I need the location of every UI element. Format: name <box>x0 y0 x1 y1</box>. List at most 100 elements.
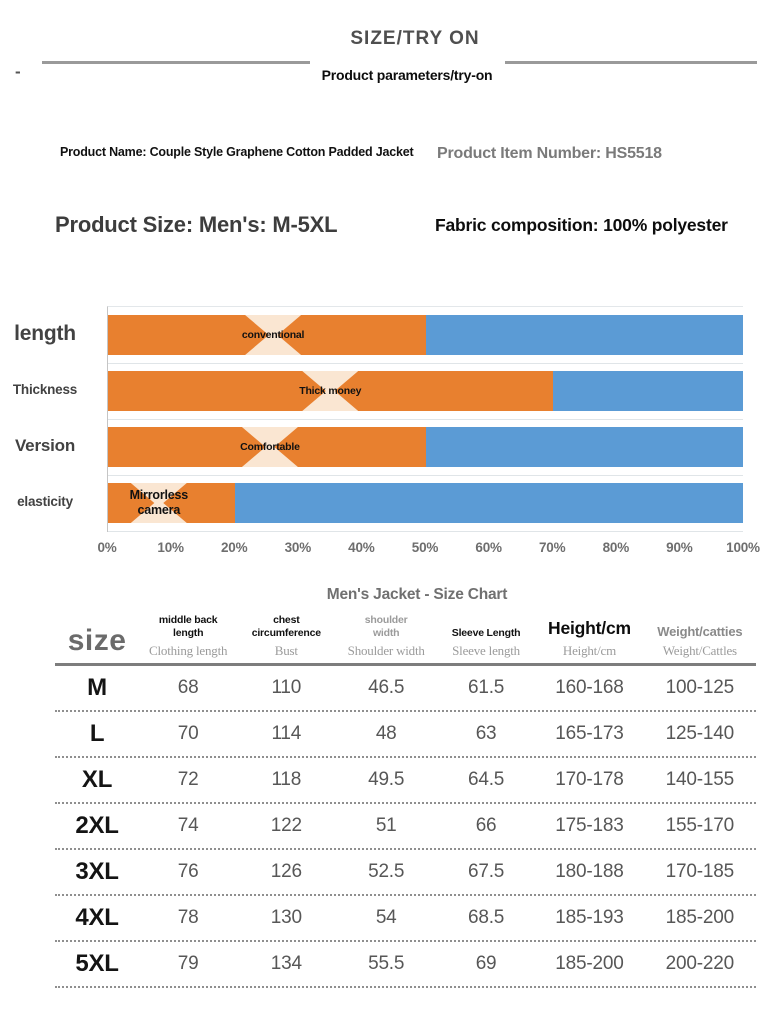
chart-category-label: elasticity <box>17 494 73 509</box>
value-cell: 48 <box>375 723 397 744</box>
x-axis-tick-label: 50% <box>411 540 439 555</box>
x-axis-tick-label: 30% <box>284 540 312 555</box>
column-header-weight: Weight/catties Weight/Cattles <box>657 623 743 658</box>
size-cell: 2XL <box>75 812 119 839</box>
x-axis-tick-label: 90% <box>666 540 693 555</box>
x-axis-tick-label: 20% <box>220 540 248 555</box>
value-cell: 130 <box>270 907 302 928</box>
chart-plot-area: conventional Thick money Comfortable Mirror… <box>107 306 743 532</box>
column-header-bust: chest circumference Bust <box>251 613 321 658</box>
column-header-clothing-length: middle back length Clothing length <box>149 613 228 658</box>
value-cell: 68 <box>177 677 199 698</box>
value-cell: 118 <box>271 769 302 790</box>
value-cell: 170-178 <box>555 769 624 790</box>
value-cell: 165-173 <box>555 723 624 744</box>
value-cell: 114 <box>271 723 302 744</box>
value-cell: 46.5 <box>368 677 405 698</box>
size-cell: L <box>89 720 105 747</box>
value-cell: 68.5 <box>467 907 505 928</box>
value-cell: 69 <box>475 953 497 974</box>
value-cell: 63 <box>475 723 497 744</box>
value-cell: 76 <box>177 861 199 882</box>
value-cell: 51 <box>375 815 397 836</box>
chart-category-label: length <box>14 322 76 345</box>
chart-category-label: Thickness <box>12 382 78 397</box>
bar-annotation-label: Comfortable <box>240 440 300 453</box>
value-cell: 64.5 <box>467 769 505 790</box>
value-cell: 52.5 <box>368 861 405 882</box>
product-attributes-chart: conventional Thick money Comfortable Mirror… <box>0 306 768 568</box>
value-cell: 160-168 <box>555 677 624 698</box>
value-cell: 66 <box>475 815 497 836</box>
column-header-shoulder-width: shoulder width Shoulder width <box>347 613 425 658</box>
chart-bar-row: conventional <box>108 315 743 355</box>
value-cell: 180-188 <box>555 861 624 882</box>
x-axis-tick-label: 0% <box>97 540 117 555</box>
size-cell: M <box>87 674 107 701</box>
bar-blue-segment: Comfortable <box>108 427 743 467</box>
value-cell: 61.5 <box>467 677 505 698</box>
divider-line-right <box>505 61 757 64</box>
x-axis-tick-label: 100% <box>726 540 760 555</box>
bar-annotation-label: Mirrorless camera <box>129 488 189 517</box>
value-cell: 185-193 <box>555 907 624 928</box>
bar-annotation-label: Thick money <box>299 384 362 397</box>
value-cell: 55.5 <box>368 953 405 974</box>
chart-gridline <box>108 531 743 532</box>
chart-category-label: Version <box>14 436 76 455</box>
value-cell: 126 <box>270 861 302 882</box>
size-table-body: M 68 110 46.5 61.5 160-168 100-125 L 70 114 48 63 16… <box>55 666 756 988</box>
bar-notch-shape <box>130 483 187 523</box>
table-row: 4XL 78 130 54 68.5 185-193 185-200 <box>55 896 756 942</box>
table-row: 5XL 79 134 55.5 69 185-200 200-220 <box>55 942 756 988</box>
chart-gridline <box>108 475 743 476</box>
column-header-size: size <box>67 623 127 657</box>
value-cell: 72 <box>177 769 199 790</box>
value-cell: 67.5 <box>467 861 505 882</box>
table-row: 2XL 74 122 51 66 175-183 155-170 <box>55 804 756 850</box>
x-axis-tick-label: 40% <box>348 540 375 555</box>
x-axis-tick-label: 60% <box>475 540 502 555</box>
value-cell: 170-185 <box>665 861 735 882</box>
x-axis-tick-label: 10% <box>157 540 184 555</box>
value-cell: 125-140 <box>665 723 735 744</box>
size-table: size middle back length Clothing length … <box>55 608 756 988</box>
bar-blue-segment: Thick money <box>108 371 743 411</box>
value-cell: 74 <box>177 815 199 836</box>
x-axis-tick-label: 70% <box>538 540 566 555</box>
value-cell: 200-220 <box>665 953 735 974</box>
bar-notch-shape <box>241 427 298 467</box>
value-cell: 185-200 <box>665 907 735 928</box>
chart-gridline <box>108 363 743 364</box>
divider-line-left <box>42 61 310 64</box>
value-cell: 70 <box>177 723 199 744</box>
chart-bar-row: Thick money <box>108 371 743 411</box>
value-cell: 79 <box>177 953 199 974</box>
page-subtitle: Product parameters/try-on <box>321 67 493 83</box>
product-size-label: Product Size: Men's: M-5XL <box>55 212 338 237</box>
chart-bar-row: Mirrorless camera <box>108 483 743 523</box>
size-cell: 4XL <box>75 904 119 931</box>
size-cell: XL <box>81 766 113 793</box>
bar-blue-segment: Mirrorless camera <box>108 483 743 523</box>
value-cell: 185-200 <box>555 953 624 974</box>
stray-dash-mark: - <box>15 62 21 81</box>
table-row: M 68 110 46.5 61.5 160-168 100-125 <box>55 666 756 712</box>
table-row: XL 72 118 49.5 64.5 170-178 140-155 <box>55 758 756 804</box>
size-cell: 3XL <box>75 858 119 885</box>
bar-annotation-label: conventional <box>241 328 305 341</box>
value-cell: 100-125 <box>665 677 735 698</box>
size-cell: 5XL <box>75 950 119 977</box>
column-header-height: Height/cm Height/cm <box>548 618 631 658</box>
value-cell: 134 <box>270 953 302 974</box>
product-name-label: Product Name: Couple Style Graphene Cott… <box>60 145 414 159</box>
fabric-composition-label: Fabric composition: 100% polyester <box>435 215 728 235</box>
value-cell: 54 <box>375 907 397 928</box>
size-table-header: size middle back length Clothing length … <box>55 608 756 666</box>
value-cell: 122 <box>270 815 302 836</box>
value-cell: 110 <box>271 677 302 698</box>
bar-notch-shape <box>245 315 302 355</box>
value-cell: 49.5 <box>368 769 405 790</box>
value-cell: 175-183 <box>555 815 624 836</box>
product-item-number: Product Item Number: HS5518 <box>437 145 662 162</box>
